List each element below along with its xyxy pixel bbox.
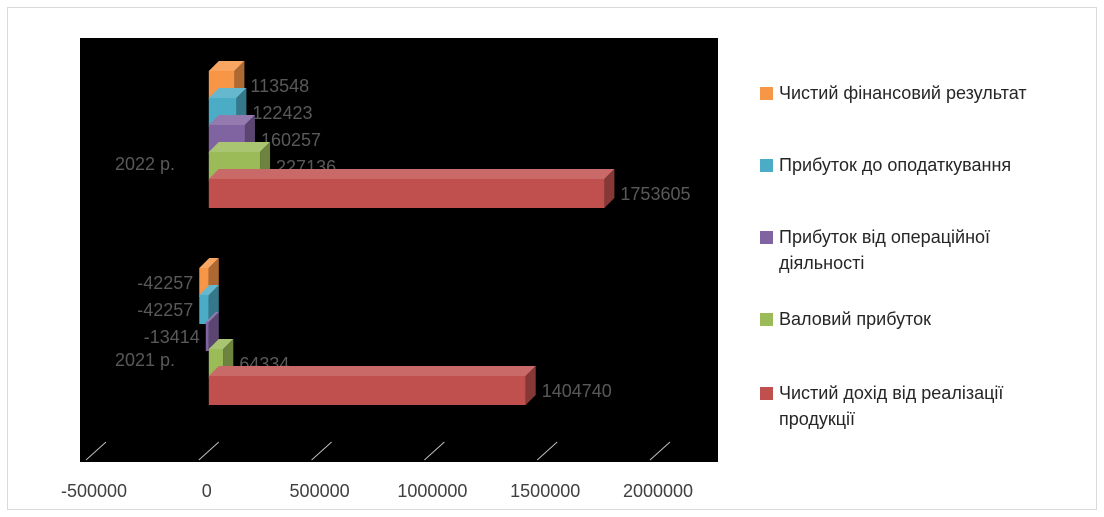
bar: 1404740 [208, 366, 612, 405]
legend-item: Валовий прибуток [760, 306, 1079, 332]
legend-label: Чистий фінансовий результат [779, 83, 1027, 103]
bar: 1753605 [208, 169, 690, 208]
category-label: 2021 р. [115, 350, 175, 370]
bar-top [208, 142, 271, 152]
bar-top [208, 61, 245, 71]
x-floor-gridline [424, 441, 445, 461]
x-floor-gridline [311, 441, 332, 461]
legend-item: Прибуток від операційної діяльності [760, 224, 1079, 276]
bar-top [205, 312, 219, 322]
data-label: 1404740 [542, 381, 612, 401]
bar-top [208, 115, 255, 125]
bar-front [208, 179, 605, 208]
bar-front [205, 322, 209, 351]
legend-label: Прибуток від операційної діяльності [779, 227, 991, 273]
legend-item: Чистий фінансовий результат [760, 80, 1079, 106]
legend-item: Прибуток до оподаткування [760, 152, 1079, 178]
x-tick-label: 1000000 [397, 481, 467, 501]
bar-top [199, 258, 219, 268]
legend-swatch [760, 231, 773, 244]
bar-top [208, 339, 234, 349]
data-label: 1753605 [620, 184, 690, 204]
x-tick-label: 2000000 [623, 481, 693, 501]
data-label: 113548 [250, 76, 309, 96]
data-label: -13414 [144, 327, 200, 347]
x-tick-label: 1500000 [510, 481, 580, 501]
bar-top [208, 88, 247, 98]
data-label: 160257 [261, 130, 321, 150]
legend-swatch [760, 313, 773, 326]
legend-label: Валовий прибуток [779, 309, 932, 329]
x-floor-gridline [536, 441, 558, 461]
legend-label: Прибуток до оподаткування [779, 155, 1012, 175]
legend-swatch [760, 159, 773, 172]
category-label: 2022 р. [115, 154, 175, 174]
bar-top [199, 285, 219, 295]
bar-front [199, 268, 209, 297]
x-tick-label: 500000 [290, 481, 350, 501]
x-floor-gridline [649, 441, 671, 461]
data-label: 122423 [252, 103, 312, 123]
bar-side [208, 312, 219, 351]
bar: -13414 [144, 312, 219, 351]
x-tick-label: -500000 [61, 481, 127, 501]
legend-swatch [760, 87, 773, 100]
bar-top [208, 169, 615, 179]
x-floor-gridline [198, 441, 220, 461]
bar-front [199, 295, 209, 324]
bar: -42257 [137, 285, 219, 324]
bar-front [208, 376, 526, 405]
data-label: -42257 [137, 273, 193, 293]
x-tick-label: 0 [202, 481, 212, 501]
bar-side [604, 169, 615, 208]
bar-side [525, 366, 536, 405]
chart-frame [7, 7, 1097, 510]
data-label: -42257 [137, 300, 193, 320]
legend-label: Чистий дохід від реалізації продукції [779, 383, 1004, 429]
legend-item: Чистий дохід від реалізації продукції [760, 380, 1079, 432]
legend-swatch [760, 387, 773, 400]
x-floor-gridline [85, 441, 107, 461]
bar-top [208, 366, 536, 376]
